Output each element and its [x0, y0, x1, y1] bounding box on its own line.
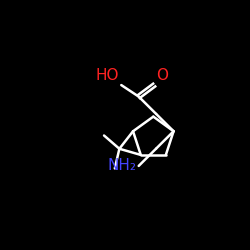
Text: O: O — [156, 68, 168, 83]
Text: NH₂: NH₂ — [108, 158, 137, 174]
Text: HO: HO — [96, 68, 119, 83]
